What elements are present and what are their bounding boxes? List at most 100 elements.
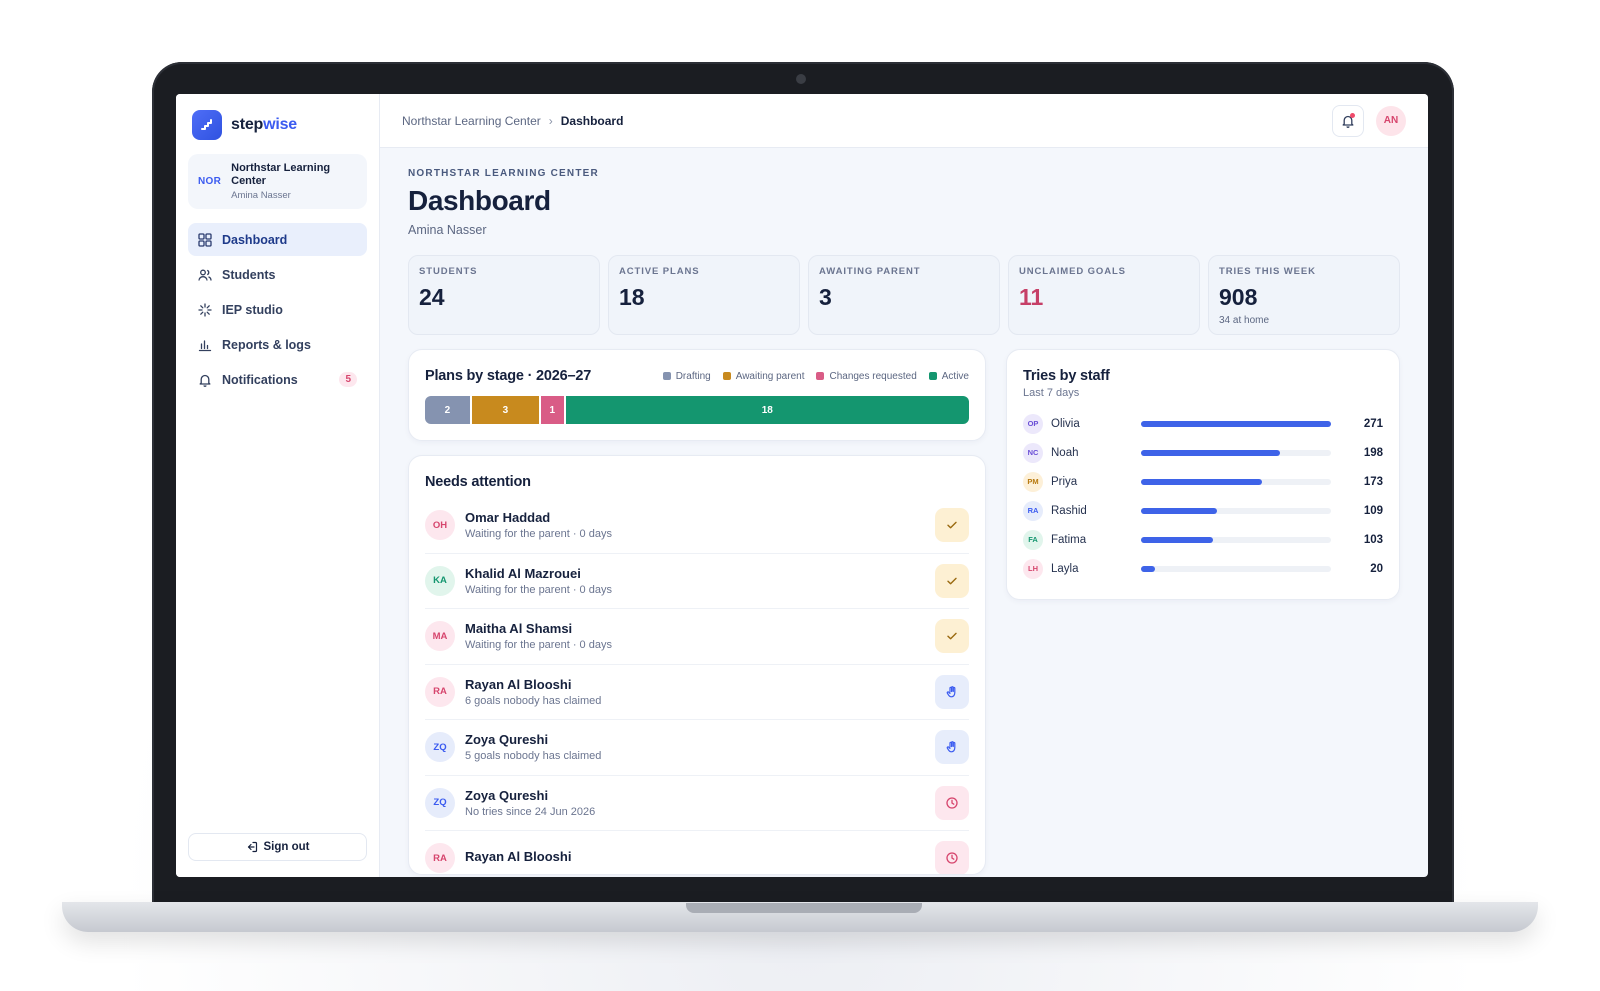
attention-list: OH Omar Haddad Waiting for the parent · 0 … bbox=[425, 498, 969, 874]
page-eyebrow: NORTHSTAR LEARNING CENTER bbox=[408, 168, 599, 179]
staff-name: Noah bbox=[1051, 446, 1079, 459]
stage-segment-changes-requested[interactable]: 1 bbox=[541, 396, 564, 424]
sidebar-item-label: Reports & logs bbox=[222, 337, 311, 352]
sign-out-button[interactable]: Sign out bbox=[188, 833, 367, 861]
stat-card-tries-this-week[interactable]: TRIES THIS WEEK 908 34 at home bbox=[1208, 255, 1400, 335]
legend-label: Active bbox=[941, 370, 969, 382]
list-item[interactable]: MA Maitha Al Shamsi Waiting for the parent… bbox=[425, 609, 969, 665]
card-subtitle: Last 7 days bbox=[1023, 387, 1080, 399]
notifications-button[interactable] bbox=[1332, 104, 1364, 137]
approve-button[interactable] bbox=[935, 563, 969, 598]
avatar: RA bbox=[1023, 500, 1043, 521]
notification-count-badge: 5 bbox=[339, 372, 357, 387]
student-name: Zoya Qureshi bbox=[465, 732, 549, 748]
card-title: Tries by staff bbox=[1023, 368, 1110, 384]
sidebar-item-label: Dashboard bbox=[222, 232, 288, 247]
users-icon bbox=[198, 269, 212, 281]
stat-label: STUDENTS bbox=[419, 266, 478, 277]
list-item[interactable]: ZQ Zoya Qureshi 5 goals nobody has claimed bbox=[425, 720, 969, 776]
tries-count: 271 bbox=[1363, 417, 1383, 430]
avatar: RA bbox=[425, 843, 455, 874]
stat-label: ACTIVE PLANS bbox=[619, 266, 700, 277]
list-item[interactable]: KA Khalid Al Mazrouei Waiting for the pare… bbox=[425, 554, 969, 609]
staff-name: Fatima bbox=[1051, 533, 1087, 546]
user-avatar[interactable]: AN bbox=[1376, 105, 1406, 136]
progress-track bbox=[1141, 449, 1331, 456]
stat-card-unclaimed-goals[interactable]: UNCLAIMED GOALS 11 bbox=[1008, 255, 1200, 335]
staff-name: Priya bbox=[1051, 475, 1078, 488]
avatar: OH bbox=[425, 510, 455, 541]
check-icon bbox=[945, 574, 959, 588]
claim-button[interactable] bbox=[935, 730, 969, 765]
staff-row: NC Noah 198 bbox=[1023, 438, 1383, 467]
staff-row: FA Fatima 103 bbox=[1023, 525, 1383, 554]
stat-label: TRIES THIS WEEK bbox=[1219, 266, 1316, 277]
stat-card-students[interactable]: STUDENTS 24 bbox=[408, 255, 600, 335]
avatar: FA bbox=[1023, 529, 1043, 550]
follow-up-button[interactable] bbox=[935, 841, 969, 874]
org-name: Northstar Learning Center bbox=[231, 162, 331, 187]
sidebar-item-notifications[interactable]: Notifications 5 bbox=[188, 363, 367, 396]
check-icon bbox=[945, 518, 959, 532]
brand-suffix: wise bbox=[263, 116, 297, 133]
sidebar-item-iep-studio[interactable]: IEP studio bbox=[188, 293, 367, 326]
legend-label: Drafting bbox=[675, 370, 711, 382]
card-title: Needs attention bbox=[425, 474, 531, 490]
clock-icon bbox=[945, 796, 959, 810]
org-user: Amina Nasser bbox=[231, 190, 291, 201]
attention-reason: 5 goals nobody has claimed bbox=[465, 750, 602, 763]
avatar: ZQ bbox=[425, 732, 455, 763]
approve-button[interactable] bbox=[935, 619, 969, 654]
hand-icon bbox=[945, 685, 959, 699]
stat-label: AWAITING PARENT bbox=[819, 266, 921, 277]
stairs-icon bbox=[192, 110, 222, 140]
list-item[interactable]: OH Omar Haddad Waiting for the parent · 0 … bbox=[425, 498, 969, 554]
progress-fill bbox=[1141, 565, 1156, 572]
follow-up-button[interactable] bbox=[935, 785, 969, 820]
staff-name: Rashid bbox=[1051, 504, 1087, 517]
legend-swatch bbox=[722, 372, 731, 380]
sidebar-item-students[interactable]: Students bbox=[188, 258, 367, 291]
student-name: Rayan Al Blooshi bbox=[465, 676, 572, 692]
attention-reason: No tries since 24 Jun 2026 bbox=[465, 805, 596, 818]
check-icon bbox=[945, 629, 959, 643]
sidebar-nav: Dashboard Students IEP studio Reports & … bbox=[188, 223, 367, 396]
avatar: NC bbox=[1023, 442, 1043, 463]
org-switcher[interactable]: NOR Northstar Learning Center Amina Nass… bbox=[188, 154, 367, 209]
sidebar-item-label: Students bbox=[222, 267, 276, 282]
stage-segment-active[interactable]: 18 bbox=[565, 396, 969, 424]
stat-value: 24 bbox=[419, 284, 445, 310]
stat-value: 11 bbox=[1019, 284, 1044, 310]
avatar: ZQ bbox=[425, 787, 455, 818]
list-item[interactable]: RA Rayan Al Blooshi 6 goals nobody has cla… bbox=[425, 665, 969, 720]
list-item[interactable]: ZQ Zoya Qureshi No tries since 24 Jun 2026 bbox=[425, 776, 969, 831]
sidebar-item-reports[interactable]: Reports & logs bbox=[188, 328, 367, 361]
legend-item-drafting: Drafting bbox=[662, 370, 711, 382]
approve-button[interactable] bbox=[935, 508, 969, 543]
tries-count: 173 bbox=[1363, 475, 1383, 488]
sidebar-item-label: Notifications bbox=[222, 372, 298, 387]
stat-card-awaiting-parent[interactable]: AWAITING PARENT 3 bbox=[808, 255, 1000, 335]
legend-item-awaiting-parent: Awaiting parent bbox=[722, 371, 804, 382]
legend-swatch bbox=[928, 372, 937, 380]
logo[interactable]: stepwise bbox=[192, 110, 363, 140]
avatar: LH bbox=[1023, 558, 1043, 579]
org-badge: NOR bbox=[198, 176, 222, 187]
stat-card-active-plans[interactable]: ACTIVE PLANS 18 bbox=[608, 255, 800, 335]
claim-button[interactable] bbox=[935, 674, 969, 709]
staff-row: RA Rashid 109 bbox=[1023, 496, 1383, 525]
breadcrumb-parent[interactable]: Northstar Learning Center bbox=[402, 113, 541, 128]
page-title: Dashboard bbox=[408, 185, 551, 216]
stat-label: UNCLAIMED GOALS bbox=[1019, 266, 1126, 277]
staff-row: LH Layla 20 bbox=[1023, 554, 1383, 583]
breadcrumb: Northstar Learning Center › Dashboard bbox=[402, 114, 623, 128]
sparkle-icon bbox=[198, 302, 212, 317]
sidebar-item-dashboard[interactable]: Dashboard bbox=[188, 223, 367, 256]
stacked-stage-bar: 2 3 1 18 bbox=[425, 396, 969, 424]
stage-segment-drafting[interactable]: 2 bbox=[425, 396, 470, 424]
stage-segment-awaiting-parent[interactable]: 3 bbox=[471, 396, 540, 424]
card-title: Plans by stage · 2026–27 bbox=[425, 368, 592, 384]
sidebar: stepwise NOR Northstar Learning Center A… bbox=[176, 94, 380, 877]
list-item[interactable]: RA Rayan Al Blooshi bbox=[425, 831, 969, 874]
